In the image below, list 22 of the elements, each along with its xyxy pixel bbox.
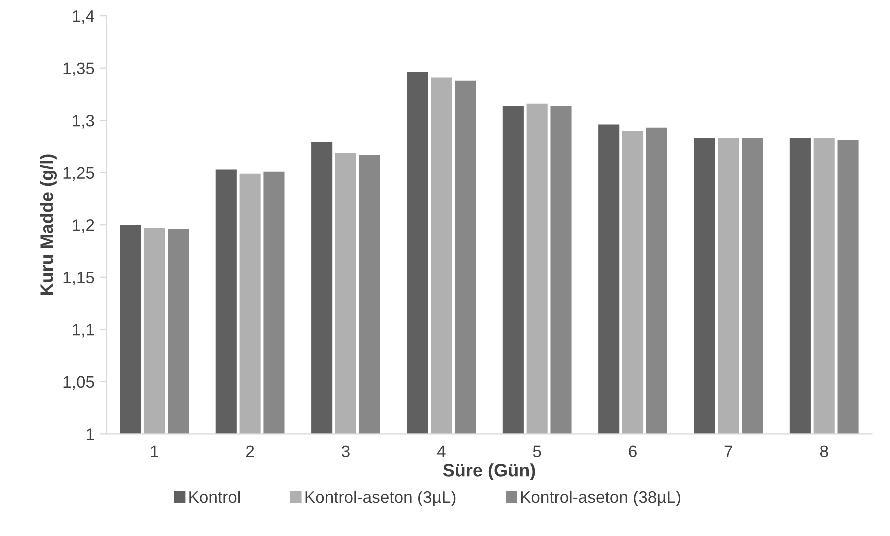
x-tick-label: 1	[151, 446, 158, 458]
x-tick-label: 6	[629, 446, 637, 458]
y-tick-label: 1	[86, 428, 94, 440]
y-tick-label: 1,2	[73, 220, 94, 234]
x-tick-label: 5	[533, 446, 542, 458]
y-tick-label: 1,3	[73, 115, 94, 129]
legend-label: Kontrol-aseton (38µL)	[521, 490, 681, 507]
y-tick-label: 1,25	[64, 167, 94, 182]
y-tick-label: 1,1	[73, 324, 94, 338]
y-tick-label: 1,05	[64, 376, 94, 390]
legend-label: Kontrol-aseton (3µL)	[306, 490, 456, 507]
x-tick-label: 4	[437, 446, 446, 458]
y-axis-title: Kuru Madde (g/l)	[40, 154, 58, 296]
y-tick-label: 1,4	[73, 10, 95, 24]
x-tick-label: 7	[724, 446, 732, 458]
x-tick-label: 8	[820, 446, 828, 458]
legend-label: Kontrol	[190, 490, 240, 504]
y-tick-label: 1,15	[64, 272, 94, 286]
x-tick-label: 2	[246, 446, 254, 458]
y-tick-label: 1,35	[64, 62, 94, 77]
x-tick-label: 3	[342, 446, 350, 458]
x-axis-title: Süre (Gün)	[443, 464, 536, 480]
